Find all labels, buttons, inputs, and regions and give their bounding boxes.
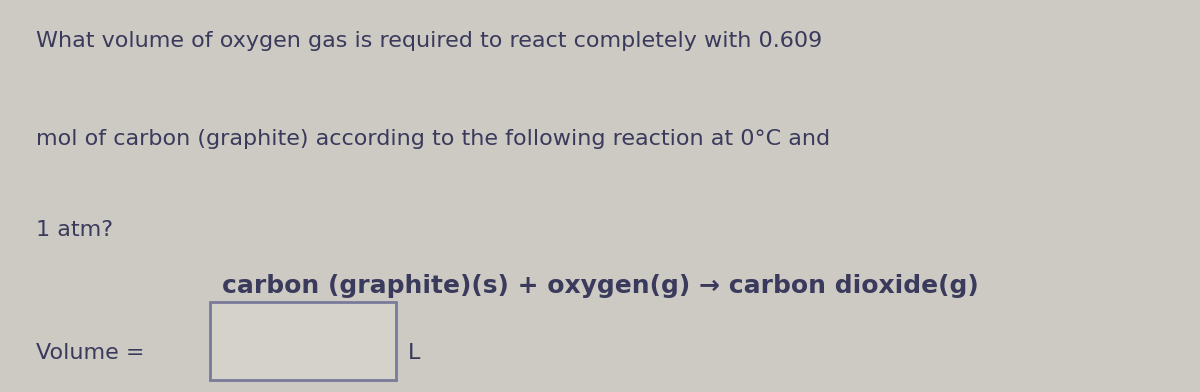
Text: L: L	[408, 343, 420, 363]
Text: 1 atm?: 1 atm?	[36, 220, 113, 240]
Text: What volume of oxygen gas is required to react completely with 0.609: What volume of oxygen gas is required to…	[36, 31, 822, 51]
Text: Volume =: Volume =	[36, 343, 144, 363]
Text: carbon (graphite)(s) + oxygen(g) → carbon dioxide(g): carbon (graphite)(s) + oxygen(g) → carbo…	[222, 274, 978, 298]
Text: mol of carbon (graphite) according to the following reaction at 0°C and: mol of carbon (graphite) according to th…	[36, 129, 830, 149]
FancyBboxPatch shape	[210, 302, 396, 380]
